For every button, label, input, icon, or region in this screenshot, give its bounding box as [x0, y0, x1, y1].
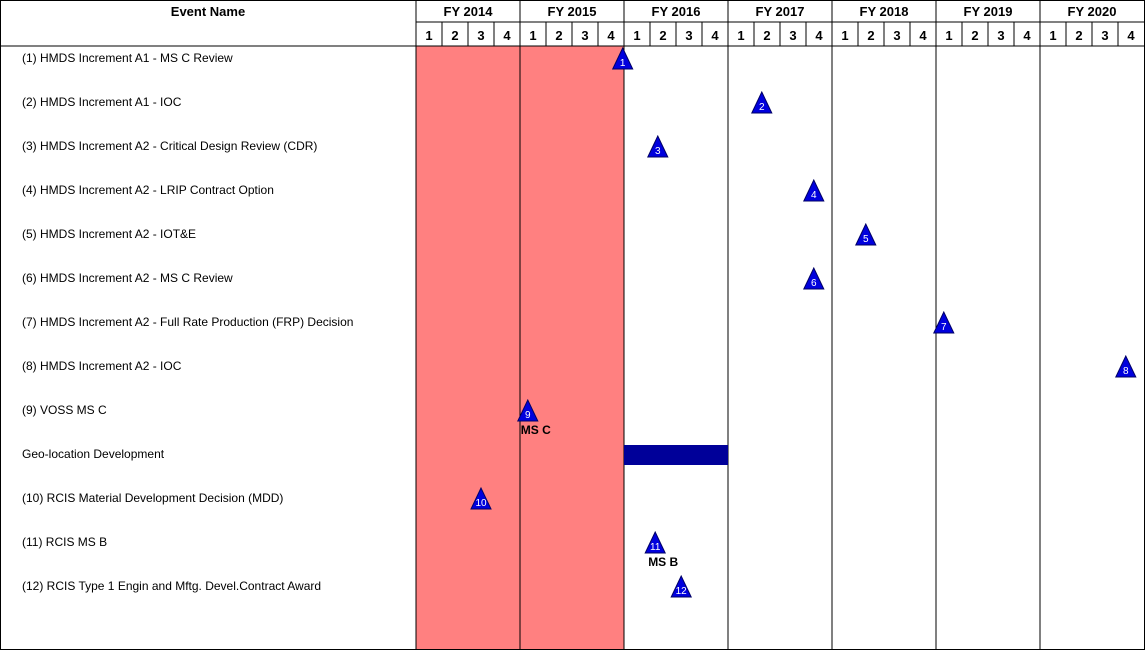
- row-label: (5) HMDS Increment A2 - IOT&E: [22, 227, 196, 241]
- fy-header: FY 2018: [860, 4, 909, 19]
- milestone-number: 10: [475, 498, 487, 509]
- fy-header: FY 2019: [964, 4, 1013, 19]
- milestone-number: 8: [1123, 366, 1129, 377]
- milestone-number: 5: [863, 234, 869, 245]
- milestone-number: 4: [811, 190, 817, 201]
- milestone-triangle: [644, 530, 666, 554]
- row-label: (8) HMDS Increment A2 - IOC: [22, 359, 182, 373]
- milestone-triangle: [751, 90, 773, 114]
- row-label: (6) HMDS Increment A2 - MS C Review: [22, 271, 233, 285]
- quarter-header: 4: [815, 28, 823, 43]
- quarter-header: 3: [581, 28, 588, 43]
- milestone-triangle: [611, 46, 634, 70]
- milestone-number: 12: [676, 586, 688, 597]
- duration-bar: [624, 445, 728, 465]
- fy-header: FY 2015: [548, 4, 597, 19]
- milestone-triangle: [803, 266, 825, 290]
- fy-header: FY 2016: [652, 4, 701, 19]
- fy-header: FY 2014: [444, 4, 494, 19]
- quarter-header: 3: [893, 28, 900, 43]
- quarter-header: 1: [1049, 28, 1056, 43]
- row-label: Geo-location Development: [22, 447, 165, 461]
- quarter-header: 2: [971, 28, 978, 43]
- quarter-header: 1: [945, 28, 952, 43]
- quarter-header: 2: [867, 28, 874, 43]
- quarter-header: 4: [1127, 28, 1135, 43]
- quarter-header: 1: [633, 28, 640, 43]
- quarter-header: 4: [607, 28, 615, 43]
- quarter-header: 1: [737, 28, 744, 43]
- quarter-header: 1: [529, 28, 536, 43]
- fy-header: FY 2020: [1068, 4, 1117, 19]
- milestone-triangle: [855, 222, 877, 246]
- quarter-header: 3: [1101, 28, 1108, 43]
- milestone-number: 1: [620, 58, 626, 69]
- quarter-header: 4: [1023, 28, 1031, 43]
- fy-header: FY 2017: [756, 4, 805, 19]
- milestone-triangle: [670, 574, 692, 598]
- row-label: (7) HMDS Increment A2 - Full Rate Produc…: [22, 315, 353, 329]
- milestone-triangle: [803, 178, 825, 202]
- row-label: (1) HMDS Increment A1 - MS C Review: [22, 51, 233, 65]
- milestone-caption: MS C: [521, 423, 551, 437]
- quarter-header: 2: [555, 28, 562, 43]
- row-label: (9) VOSS MS C: [22, 403, 107, 417]
- row-labels-layer: (1) HMDS Increment A1 - MS C Review (2) H…: [22, 51, 353, 593]
- milestone-caption: MS B: [648, 555, 678, 569]
- row-label: (4) HMDS Increment A2 - LRIP Contract Op…: [22, 183, 274, 197]
- milestone-triangle: [1115, 354, 1137, 378]
- milestone-number: 6: [811, 278, 817, 289]
- milestone-number: 9: [525, 410, 531, 421]
- milestone-number: 2: [759, 102, 765, 113]
- quarter-header: 4: [503, 28, 511, 43]
- quarter-header: 3: [997, 28, 1004, 43]
- milestone-number: 7: [941, 322, 947, 333]
- quarter-header: 1: [425, 28, 432, 43]
- quarter-header: 1: [841, 28, 848, 43]
- milestone-number: 3: [655, 146, 661, 157]
- row-label: (12) RCIS Type 1 Engin and Mftg. Devel.C…: [22, 579, 321, 593]
- milestone-triangle: [517, 398, 539, 422]
- row-label: (11) RCIS MS B: [22, 535, 107, 549]
- quarter-header: 2: [763, 28, 770, 43]
- milestone-triangle: [470, 486, 492, 510]
- event-name-header: Event Name: [171, 4, 245, 19]
- quarter-header: 4: [711, 28, 719, 43]
- quarter-header: 2: [451, 28, 458, 43]
- milestone-number: 11: [650, 542, 661, 553]
- quarter-header: 2: [659, 28, 666, 43]
- quarter-header: 3: [685, 28, 692, 43]
- milestone-triangle: [933, 310, 955, 334]
- quarter-header: 2: [1075, 28, 1082, 43]
- quarter-header: 4: [919, 28, 927, 43]
- header-layer: Event Name FY 2014 1 2 3 4 FY 2015 1 2 3 4 FY 2016 1…: [171, 4, 1136, 43]
- row-label: (2) HMDS Increment A1 - IOC: [22, 95, 182, 109]
- quarter-header: 3: [789, 28, 796, 43]
- quarter-header: 3: [477, 28, 484, 43]
- row-label: (10) RCIS Material Development Decision …: [22, 491, 283, 505]
- row-label: (3) HMDS Increment A2 - Critical Design …: [22, 139, 317, 153]
- milestone-triangle: [647, 134, 669, 158]
